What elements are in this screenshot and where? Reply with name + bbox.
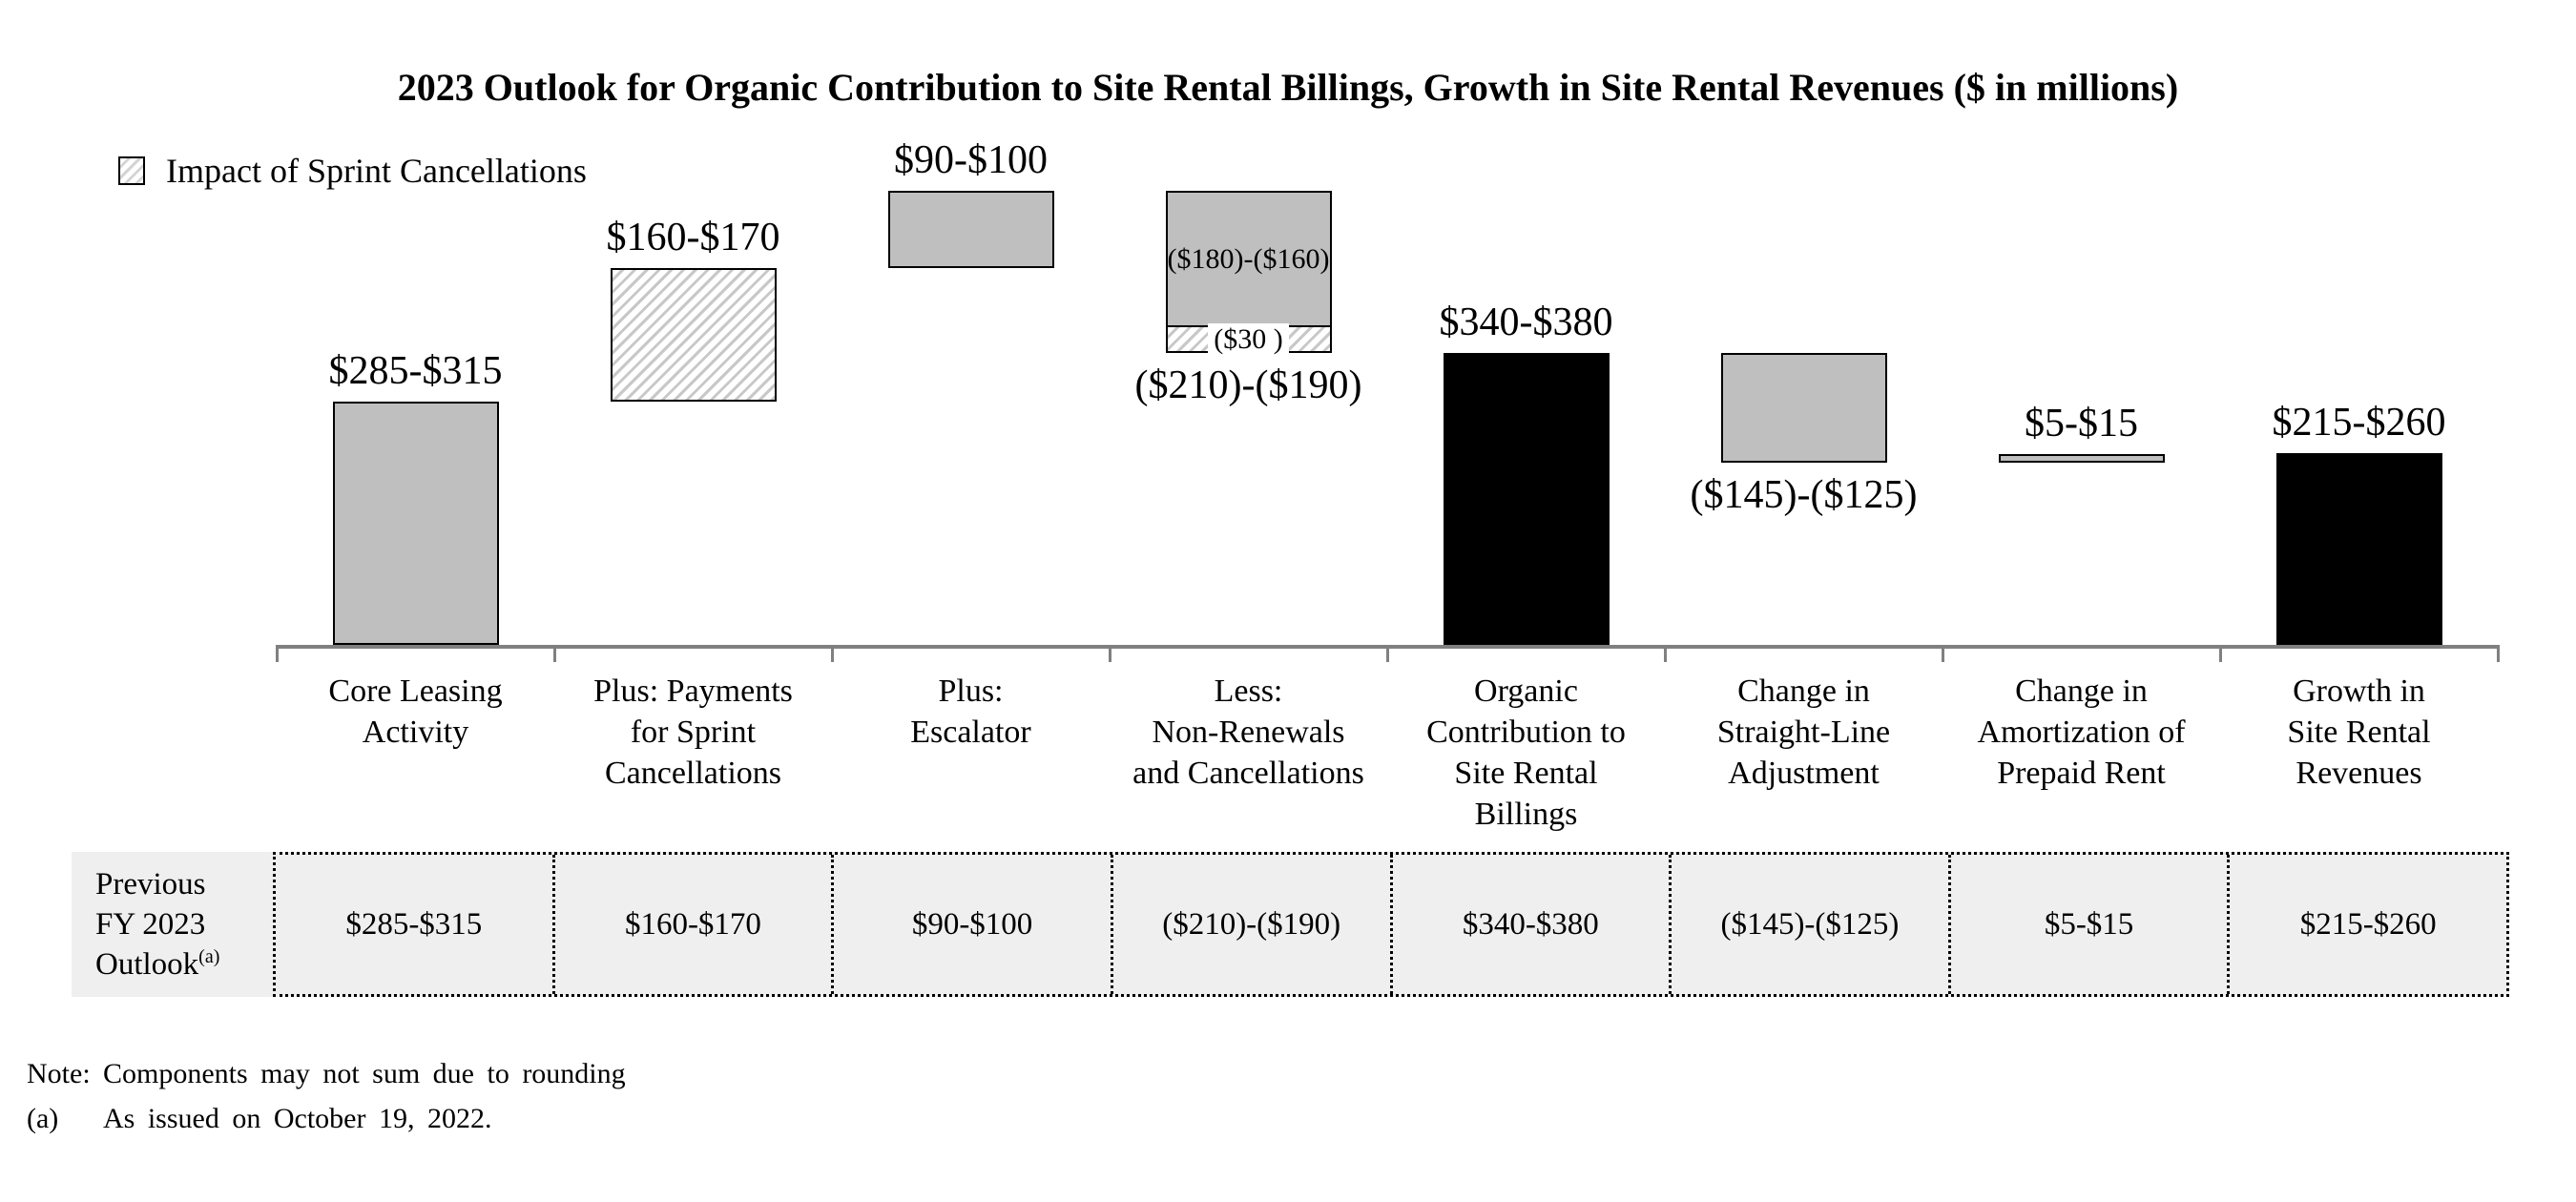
bar-value-label: ($145)-($125) [1690,472,1918,517]
table-cell: $340-$380 [1389,855,1670,994]
note-text: As issued on October 19, 2022. [103,1103,492,1134]
note-prefix: (a) [27,1103,59,1134]
axis-tick [1664,645,1667,662]
footnotes: Note: Components may not sum due to roun… [27,1046,626,1135]
table-cell: $5-$15 [1947,855,2228,994]
table-row-label-line: Previous [95,867,206,902]
table-cell: $285-$315 [345,906,483,942]
chart-title: 2023 Outlook for Organic Contribution to… [397,66,2179,109]
bar-segment: ($180)-($160) [1167,193,1330,328]
table-cell: ($210)-($190) [1110,855,1390,994]
category-label: Plus: Escalator [910,674,1031,750]
axis-tick [2219,645,2222,662]
note-line: Note: Components may not sum due to roun… [27,1046,626,1090]
bar-value-label: $340-$380 [1439,300,1613,344]
segment-value-label: ($30 ) [1208,322,1289,356]
axis-tick [1109,645,1111,662]
axis-tick [2497,645,2500,662]
axis-tick [831,645,834,662]
table-cell: ($145)-($125) [1669,855,1948,994]
note-text: Components may not sum due to rounding [103,1058,626,1089]
waterfall-bar [332,402,499,645]
axis-tick [1386,645,1389,662]
table-row-label-line: FY 2023 [95,907,206,942]
note-line: (a) As issued on October 19, 2022. [27,1090,626,1135]
footnote-marker: (a) [198,946,220,967]
waterfall-bar [1720,353,1887,463]
category-label: Organic Contribution to Site Rental Billing… [1426,674,1626,832]
category-label: Change in Amortization of Prepaid Rent [1977,674,2186,791]
table-row-label: Previous FY 2023 Outlook(a) [72,852,273,997]
category-label: Change in Straight-Line Adjustment [1716,674,1891,791]
table-cell: $215-$260 [2227,855,2506,994]
bar-value-label: $90-$100 [894,138,1048,182]
bar-value-label: $215-$260 [2272,400,2446,445]
bar-value-label: $160-$170 [606,215,780,259]
waterfall-bar [2275,452,2442,645]
waterfall-bar: ($180)-($160) ($30 ) [1165,191,1332,356]
hatched-swatch-icon [118,156,145,185]
table-row-label-line: Outlook(a) [95,946,220,982]
category-label: Core Leasing Activity [328,674,503,750]
axis-tick [553,645,556,662]
table-cell: $90-$100 [831,855,1111,994]
legend: Impact of Sprint Cancellations [118,151,587,191]
bar-value-label: $285-$315 [328,349,503,393]
bar-value-label: $5-$15 [2025,402,2138,446]
bar-segment: ($30 ) [1167,322,1330,356]
axis-tick [1942,645,1944,662]
category-label: Growth in Site Rental Revenues [2287,674,2431,791]
segment-value-label: ($180)-($160) [1167,242,1330,275]
table-row-values: $285-$315 $160-$170 $90-$100 ($210)-($190) $… [273,852,2509,997]
waterfall-bar [887,191,1054,268]
waterfall-bar [1998,454,2165,463]
table-cell: $160-$170 [551,855,832,994]
legend-label: Impact of Sprint Cancellations [166,152,587,190]
category-label: Plus: Payments for Sprint Cancellations [593,674,793,791]
waterfall-bar [1443,353,1610,645]
bar-value-label: ($210)-($190) [1134,363,1362,407]
waterfall-bar [610,267,777,402]
note-prefix: Note: [27,1058,91,1089]
axis-tick [276,645,279,662]
category-label: Less: Non-Renewals and Cancellations [1132,674,1364,791]
